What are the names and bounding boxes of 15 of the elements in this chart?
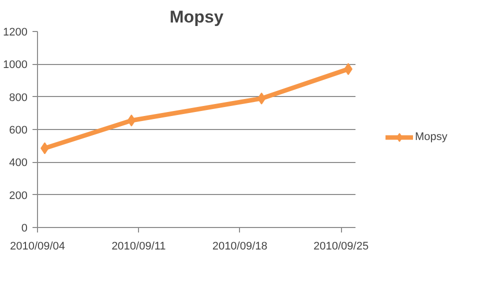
y-tick-label: 800: [9, 92, 28, 104]
y-tick-label: 400: [9, 157, 28, 170]
chart-title: Mopsy: [170, 8, 224, 26]
y-tick-label: 600: [9, 124, 28, 136]
y-tick-label: 0: [21, 222, 28, 234]
y-tick-label: 200: [9, 190, 28, 202]
point: [257, 92, 266, 104]
y-tick-label: 1200: [3, 26, 28, 38]
x-tick-label: 2010/09/18: [212, 240, 268, 252]
y-tick-label: 1000: [3, 59, 28, 72]
x-tick-label: 2010/09/25: [314, 240, 369, 252]
x-tick-label: 2010/09/04: [10, 240, 66, 252]
legend-label: Mopsy: [415, 130, 448, 142]
x-tick-label: 2010/09/11: [112, 240, 166, 252]
point: [127, 114, 136, 127]
